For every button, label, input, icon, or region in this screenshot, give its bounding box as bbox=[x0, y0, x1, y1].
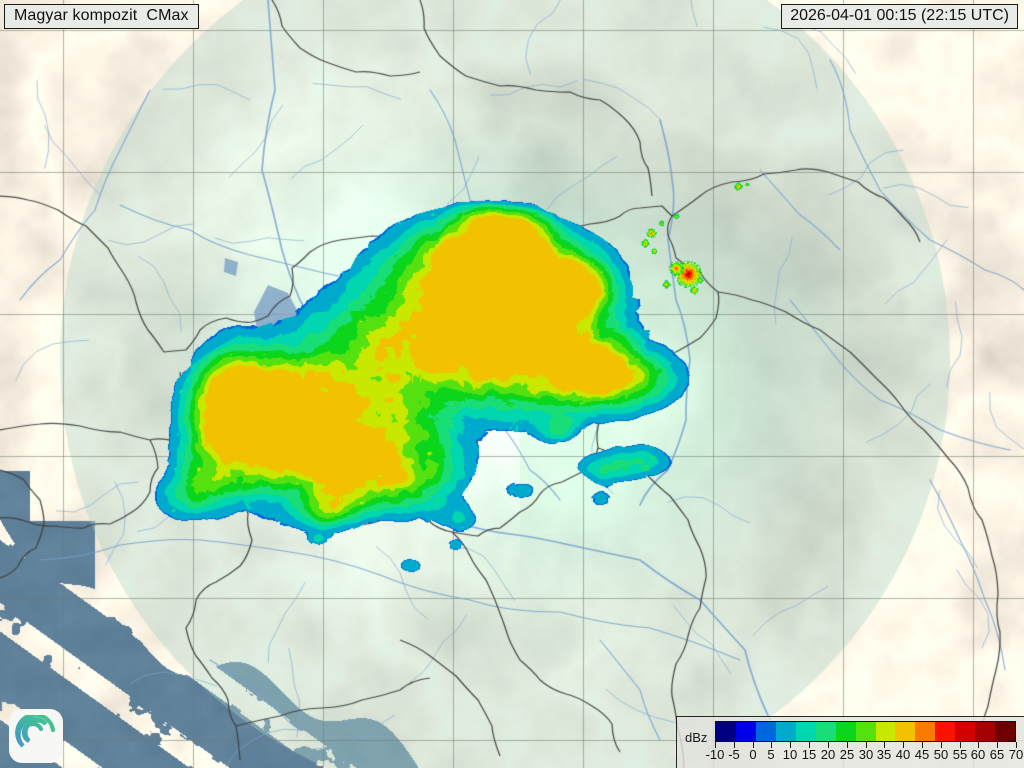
colorbar-tick bbox=[734, 742, 735, 748]
colorbar-tick bbox=[790, 742, 791, 748]
colorbar-tick-label: 50 bbox=[933, 747, 949, 762]
colorbar-tick-label: 45 bbox=[914, 747, 930, 762]
cyclone-spiral-logo-icon bbox=[15, 715, 56, 748]
colorbar-tick bbox=[866, 742, 867, 748]
colorbar-tick-label: 55 bbox=[952, 747, 968, 762]
colorbar-tick bbox=[753, 742, 754, 748]
colorbar-tick bbox=[847, 742, 848, 748]
colorbar-tick bbox=[884, 742, 885, 748]
colorbar-tick-label: 5 bbox=[767, 747, 775, 762]
colorbar-swatch bbox=[716, 722, 736, 741]
colorbar-ticks bbox=[715, 742, 1018, 749]
colorbar-tick bbox=[903, 742, 904, 748]
colorbar-tick-label: 40 bbox=[895, 747, 911, 762]
timestamp-label: 2026-04-01 00:15 (22:15 UTC) bbox=[781, 4, 1018, 29]
colorbar-swatch bbox=[855, 722, 876, 741]
colorbar-swatch bbox=[915, 722, 936, 741]
colorbar-tick-label: 15 bbox=[801, 747, 817, 762]
colorbar-strip bbox=[715, 721, 1016, 742]
colorbar-swatch bbox=[875, 722, 896, 741]
colorbar-swatch bbox=[735, 722, 756, 741]
colorbar-tick-label: -10 bbox=[705, 747, 725, 762]
colorbar-swatch bbox=[895, 722, 916, 741]
colorbar-swatch bbox=[795, 722, 816, 741]
colorbar-tick-label: -5 bbox=[728, 747, 740, 762]
colorbar-tick-label: 60 bbox=[970, 747, 986, 762]
colorbar-swatch bbox=[995, 722, 1016, 741]
colorbar-legend: dBz -10 -5 0 5 10 15 20 25 30 35 40 45 50 55 60 65 70 bbox=[676, 716, 1024, 768]
colorbar-swatch bbox=[955, 722, 976, 741]
colorbar-swatch bbox=[755, 722, 776, 741]
colorbar-tick-label: 70 bbox=[1008, 747, 1024, 762]
colorbar-tick bbox=[771, 742, 772, 748]
colorbar-swatch bbox=[975, 722, 996, 741]
colorbar-tick-label: 25 bbox=[839, 747, 855, 762]
colorbar-tick bbox=[828, 742, 829, 748]
colorbar-tick bbox=[997, 742, 998, 748]
colorbar-tick-label: 35 bbox=[876, 747, 892, 762]
colorbar-tick-label: 0 bbox=[749, 747, 757, 762]
colorbar-tick bbox=[715, 742, 716, 748]
colorbar-tick-label: 30 bbox=[858, 747, 874, 762]
colorbar-tick-label: 10 bbox=[782, 747, 798, 762]
colorbar-swatch bbox=[775, 722, 796, 741]
colorbar-tick bbox=[978, 742, 979, 748]
colorbar-tick-label: 20 bbox=[820, 747, 836, 762]
colorbar-unit-label: dBz bbox=[685, 730, 708, 745]
colorbar-tick bbox=[809, 742, 810, 748]
colorbar-tick-label: 65 bbox=[989, 747, 1005, 762]
colorbar-swatch bbox=[935, 722, 956, 741]
colorbar-swatch bbox=[815, 722, 836, 741]
colorbar-swatch bbox=[835, 722, 856, 741]
colorbar-tick bbox=[1016, 742, 1017, 748]
logo[interactable] bbox=[9, 709, 63, 763]
page-title: Magyar kompozit CMax bbox=[4, 4, 199, 29]
colorbar-tick bbox=[922, 742, 923, 748]
colorbar-tick bbox=[960, 742, 961, 748]
colorbar-tick-labels: -10 -5 0 5 10 15 20 25 30 35 40 45 50 55 60 65 70 bbox=[706, 747, 1024, 763]
colorbar-tick bbox=[941, 742, 942, 748]
